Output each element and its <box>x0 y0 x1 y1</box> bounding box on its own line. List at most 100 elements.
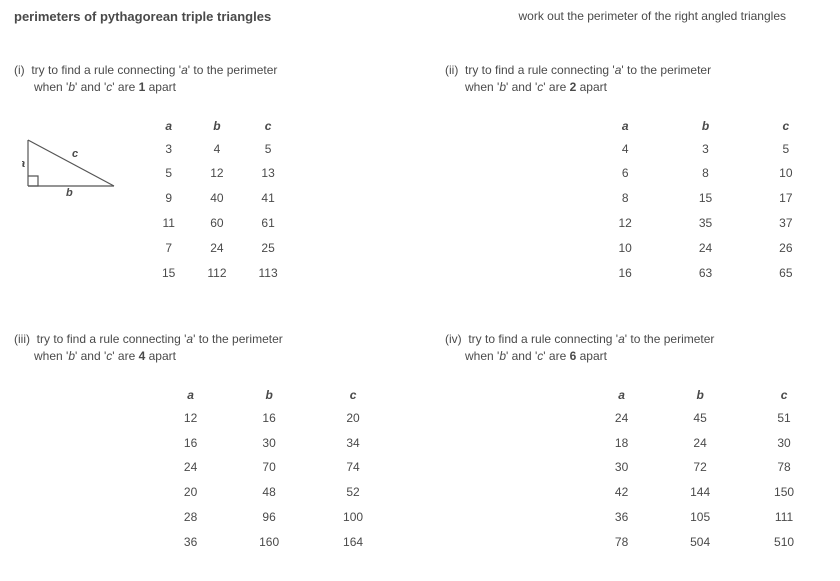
cell: 4 <box>191 137 242 162</box>
col-a: a <box>154 385 227 406</box>
cell: 45 <box>658 406 742 431</box>
table-row: 166365 <box>585 261 826 286</box>
cell: 8 <box>665 161 745 186</box>
table-row: 204852 <box>154 480 395 505</box>
text: when ' <box>34 80 68 94</box>
page-title: perimeters of pythagorean triple triangl… <box>14 8 271 26</box>
text: try to find a rule connecting ' <box>37 332 187 346</box>
section-i: (i) try to find a rule connecting 'a' to… <box>14 62 395 285</box>
table-row: 123537 <box>585 211 826 236</box>
cell: 9 <box>146 186 191 211</box>
text: try to find a rule connecting ' <box>468 332 618 346</box>
cell: 112 <box>191 261 242 286</box>
cell: 28 <box>154 505 227 530</box>
table-row: 81517 <box>585 186 826 211</box>
cell: 34 <box>311 431 395 456</box>
cell: 105 <box>658 505 742 530</box>
prompt-ii: (ii) try to find a rule connecting 'a' t… <box>445 62 826 96</box>
table-row: 78504510 <box>585 530 826 555</box>
cell: 6 <box>585 161 665 186</box>
col-a: a <box>585 116 665 137</box>
table-header-row: a b c <box>154 385 395 406</box>
right-angle-box <box>28 176 38 186</box>
var-b: b <box>499 80 506 94</box>
cell: 100 <box>311 505 395 530</box>
cell: 30 <box>585 455 658 480</box>
col-a: a <box>585 385 658 406</box>
text: ' are <box>543 80 569 94</box>
roman-ii: (ii) <box>445 63 458 77</box>
var-a: a <box>618 332 625 346</box>
text: apart <box>145 80 176 94</box>
cell: 12 <box>191 161 242 186</box>
cell: 160 <box>227 530 311 555</box>
table-ii: a b c 435 6810 81517 123537 102426 16636… <box>585 116 826 286</box>
text: when ' <box>465 80 499 94</box>
cell: 8 <box>585 186 665 211</box>
cell: 26 <box>746 236 826 261</box>
table-row: 121620 <box>154 406 395 431</box>
cell: 60 <box>191 211 242 236</box>
cell: 24 <box>658 431 742 456</box>
cell: 11 <box>146 211 191 236</box>
text: ' to the perimeter <box>193 332 283 346</box>
table-row: 15112113 <box>146 261 294 286</box>
text: ' to the perimeter <box>625 332 715 346</box>
cell: 10 <box>746 161 826 186</box>
section-iv: (iv) try to find a rule connecting 'a' t… <box>445 331 826 554</box>
var-a: a <box>181 63 188 77</box>
table-i: a b c 345 51213 94041 116061 72425 15112… <box>146 116 294 286</box>
text: ' and ' <box>506 80 537 94</box>
col-b: b <box>665 116 745 137</box>
sections-grid: (i) try to find a rule connecting 'a' to… <box>14 62 826 554</box>
text: ' are <box>543 349 569 363</box>
table-row: 182430 <box>585 431 826 456</box>
text: ' to the perimeter <box>188 63 278 77</box>
cell: 7 <box>146 236 191 261</box>
table-row: 6810 <box>585 161 826 186</box>
cell: 164 <box>311 530 395 555</box>
cell: 25 <box>243 236 294 261</box>
section-ii: (ii) try to find a rule connecting 'a' t… <box>445 62 826 285</box>
roman-i: (i) <box>14 63 25 77</box>
content-row-i: a b c a b c 345 51213 94041 116061 72425… <box>14 116 395 286</box>
table-row: 51213 <box>146 161 294 186</box>
table-iv: a b c 244551 182430 307278 42144150 3610… <box>585 385 826 555</box>
cell: 16 <box>154 431 227 456</box>
text: ' are <box>112 80 138 94</box>
cell: 3 <box>665 137 745 162</box>
text: try to find a rule connecting ' <box>31 63 181 77</box>
cell: 24 <box>665 236 745 261</box>
table-row: 435 <box>585 137 826 162</box>
cell: 72 <box>658 455 742 480</box>
cell: 52 <box>311 480 395 505</box>
roman-iv: (iv) <box>445 332 462 346</box>
cell: 504 <box>658 530 742 555</box>
section-iii: (iii) try to find a rule connecting 'a' … <box>14 331 395 554</box>
cell: 510 <box>742 530 826 555</box>
cell: 78 <box>585 530 658 555</box>
cell: 18 <box>585 431 658 456</box>
text: ' are <box>112 349 138 363</box>
table-row: 36105111 <box>585 505 826 530</box>
col-c: c <box>311 385 395 406</box>
var-b: b <box>68 80 75 94</box>
header: perimeters of pythagorean triple triangl… <box>14 8 826 26</box>
table-row: 307278 <box>585 455 826 480</box>
table-row: 94041 <box>146 186 294 211</box>
cell: 5 <box>146 161 191 186</box>
prompt-i: (i) try to find a rule connecting 'a' to… <box>14 62 395 96</box>
cell: 36 <box>154 530 227 555</box>
cell: 24 <box>154 455 227 480</box>
cell: 5 <box>746 137 826 162</box>
table-row: 2896100 <box>154 505 395 530</box>
table-header-row: a b c <box>585 385 826 406</box>
text: ' and ' <box>506 349 537 363</box>
cell: 15 <box>665 186 745 211</box>
table-row: 244551 <box>585 406 826 431</box>
page-subtitle: work out the perimeter of the right angl… <box>519 8 786 26</box>
cell: 40 <box>191 186 242 211</box>
cell: 24 <box>585 406 658 431</box>
cell: 12 <box>585 211 665 236</box>
cell: 5 <box>243 137 294 162</box>
